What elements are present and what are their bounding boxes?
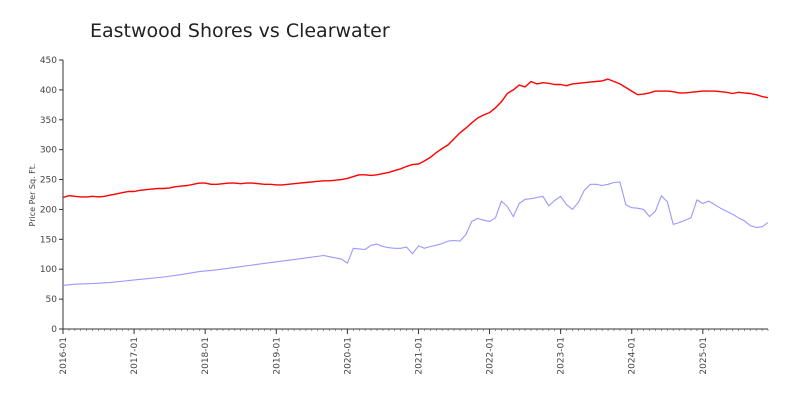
- x-tick-label: 2022-01: [486, 337, 496, 375]
- series-line-2: [62, 181, 769, 286]
- y-tick-label: 300: [40, 146, 57, 156]
- x-tick-label: 2020-01: [343, 337, 353, 375]
- y-tick-label: 0: [51, 325, 57, 335]
- x-tick-label: 2017-01: [130, 337, 140, 375]
- x-tick-label: 2023-01: [557, 337, 567, 375]
- series-line-1: [62, 78, 769, 199]
- series-lines: [62, 78, 769, 286]
- axes: 0 50 100 150 200 250 300 350 400 450 2016-01 2017-0…: [40, 56, 769, 375]
- y-tick-label: 350: [40, 116, 57, 126]
- x-tick-label: 2016-01: [59, 337, 69, 375]
- x-tick-label: 2021-01: [414, 337, 424, 375]
- x-tick-label: 2018-01: [201, 337, 211, 375]
- x-tick-label: 2025-01: [699, 337, 709, 375]
- y-tick-label: 250: [40, 176, 57, 186]
- chart-title: Eastwood Shores vs Clearwater: [90, 20, 390, 42]
- y-tick-label: 450: [40, 56, 57, 66]
- y-tick-label: 200: [40, 205, 57, 215]
- y-tick-label: 50: [46, 295, 58, 305]
- y-axis-label: Price Per Sq. Ft.: [28, 164, 37, 227]
- x-tick-label: 2019-01: [272, 337, 282, 375]
- y-tick-label: 100: [40, 265, 57, 275]
- y-tick-label: 400: [40, 86, 57, 96]
- x-tick-label: 2024-01: [628, 337, 638, 375]
- y-tick-label: 150: [40, 235, 57, 245]
